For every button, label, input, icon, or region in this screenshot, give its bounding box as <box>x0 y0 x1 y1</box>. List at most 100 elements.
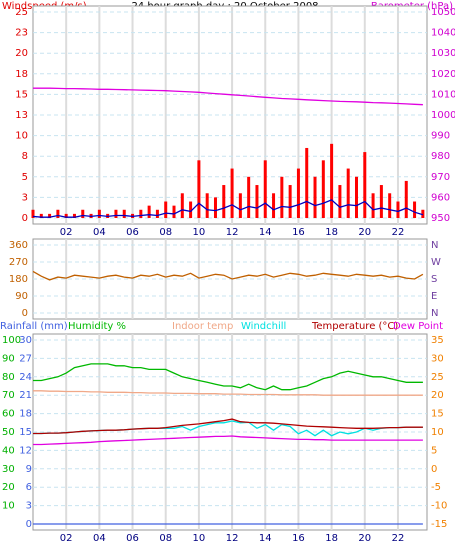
x-tick-label: 16 <box>292 227 305 238</box>
tick-label-y2: N <box>431 308 438 319</box>
x-tick-label: 12 <box>226 227 239 238</box>
wind-gust-bar <box>288 185 292 218</box>
wind-gust-bar <box>313 176 317 218</box>
wind-gust-bar <box>72 213 76 218</box>
tick-label-y2: 1020 <box>431 69 455 80</box>
tick-label-y2: 990 <box>431 131 450 142</box>
tick-label-y: 180 <box>9 274 28 285</box>
tick-label-y3: 6 <box>26 482 32 493</box>
x-tick-label: 18 <box>325 227 338 238</box>
wind-gust-bar <box>255 185 259 218</box>
tick-label-y3: 18 <box>19 409 32 420</box>
wind-gust-bar <box>64 213 68 218</box>
wind-gust-bar <box>97 209 101 218</box>
tick-label-y3: 24 <box>19 372 32 383</box>
tick-label-y2: -15 <box>431 519 447 530</box>
wind-gust-bar <box>330 143 334 218</box>
tick-label-y: 25 <box>15 7 28 18</box>
legend-entry: Indoor temp <box>172 321 233 332</box>
tick-label-y2: -10 <box>431 501 447 512</box>
wind-gust-bar <box>280 176 284 218</box>
tick-label-y: 10 <box>2 501 15 512</box>
x-tick-label: 10 <box>193 533 206 544</box>
wind-gust-bar <box>296 168 300 218</box>
tick-label-y: 80 <box>2 372 15 383</box>
tick-label-y: 50 <box>2 427 15 438</box>
wind-gust-bar <box>413 201 417 218</box>
x-tick-label: 22 <box>392 227 405 238</box>
wind-gust-bar <box>172 205 176 218</box>
series-line <box>33 435 423 446</box>
tick-label-y2: S <box>431 274 437 285</box>
wind-gust-bar <box>205 193 209 218</box>
x-tick-label: 06 <box>126 533 139 544</box>
tick-label-y: 360 <box>9 240 28 251</box>
tick-label-y2: 20 <box>431 390 444 401</box>
x-tick-label: 04 <box>93 533 106 544</box>
tick-label-y: 30 <box>2 464 15 475</box>
tick-label-y: 10 <box>15 131 28 142</box>
tick-label-y: 0 <box>22 213 28 224</box>
tick-label-y: 90 <box>15 291 28 302</box>
wind-gust-bar <box>180 193 184 218</box>
tick-label-y: 5 <box>22 172 28 183</box>
tick-label-y: 60 <box>2 409 15 420</box>
tick-label-y2: 10 <box>431 427 444 438</box>
wind-gust-bar <box>230 168 234 218</box>
tick-label-y2: E <box>431 291 437 302</box>
wind-gust-bar <box>247 176 251 218</box>
tick-label-y: 0 <box>22 308 28 319</box>
wind-gust-bar <box>263 160 267 218</box>
wind-gust-bar <box>396 201 400 218</box>
wind-gust-bar <box>363 152 367 218</box>
legend-entry: Temperature (°C) <box>311 321 398 332</box>
x-tick-label: 02 <box>60 227 73 238</box>
x-tick-label: 12 <box>226 533 239 544</box>
tick-label-y: 100 <box>2 335 21 346</box>
tick-label-y2: 960 <box>431 192 450 203</box>
tick-label-y2: 970 <box>431 172 450 183</box>
wind-gust-bar <box>197 160 201 218</box>
tick-label-y2: 980 <box>431 151 450 162</box>
wind-gust-bar <box>338 185 342 218</box>
tick-label-y: 20 <box>2 482 15 493</box>
x-tick-label: 16 <box>292 533 305 544</box>
series-line <box>33 363 423 391</box>
x-tick-label: 08 <box>159 533 172 544</box>
wind-gust-bar <box>421 209 425 218</box>
x-tick-label: 10 <box>193 227 206 238</box>
x-tick-label: 02 <box>60 533 73 544</box>
wind-gust-bar <box>354 176 358 218</box>
tick-label-y: 40 <box>2 445 15 456</box>
wind-gust-bar <box>155 209 159 218</box>
tick-label-y3: 21 <box>19 390 32 401</box>
tick-label-y: 70 <box>2 390 15 401</box>
tick-label-y2: 1010 <box>431 89 455 100</box>
legend-entry: Dew Point <box>393 321 443 332</box>
series-line <box>33 390 423 396</box>
wind-gust-bar <box>388 193 392 218</box>
tick-label-y: 13 <box>15 110 28 121</box>
wind-gust-bar <box>404 180 408 218</box>
tick-label-y2: 35 <box>431 335 444 346</box>
tick-label-y2: 1040 <box>431 28 455 39</box>
wind-gust-bar <box>164 201 168 218</box>
tick-label-y2: W <box>431 257 441 268</box>
x-tick-label: 04 <box>93 227 106 238</box>
wind-gust-bar <box>31 209 35 218</box>
tick-label-y2: 5 <box>431 445 437 456</box>
wind-gust-bar <box>122 209 126 218</box>
tick-label-y: 8 <box>22 151 28 162</box>
tick-label-y2: 950 <box>431 213 450 224</box>
tick-label-y3: 30 <box>19 335 32 346</box>
wind-gust-bar <box>147 205 151 218</box>
wind-gust-bar <box>114 209 118 218</box>
series-line <box>33 418 423 435</box>
series-line <box>33 87 423 106</box>
tick-label-y3: 15 <box>19 427 32 438</box>
tick-label-y3: 27 <box>19 353 32 364</box>
tick-label-y3: 9 <box>26 464 32 475</box>
x-tick-label: 18 <box>325 533 338 544</box>
